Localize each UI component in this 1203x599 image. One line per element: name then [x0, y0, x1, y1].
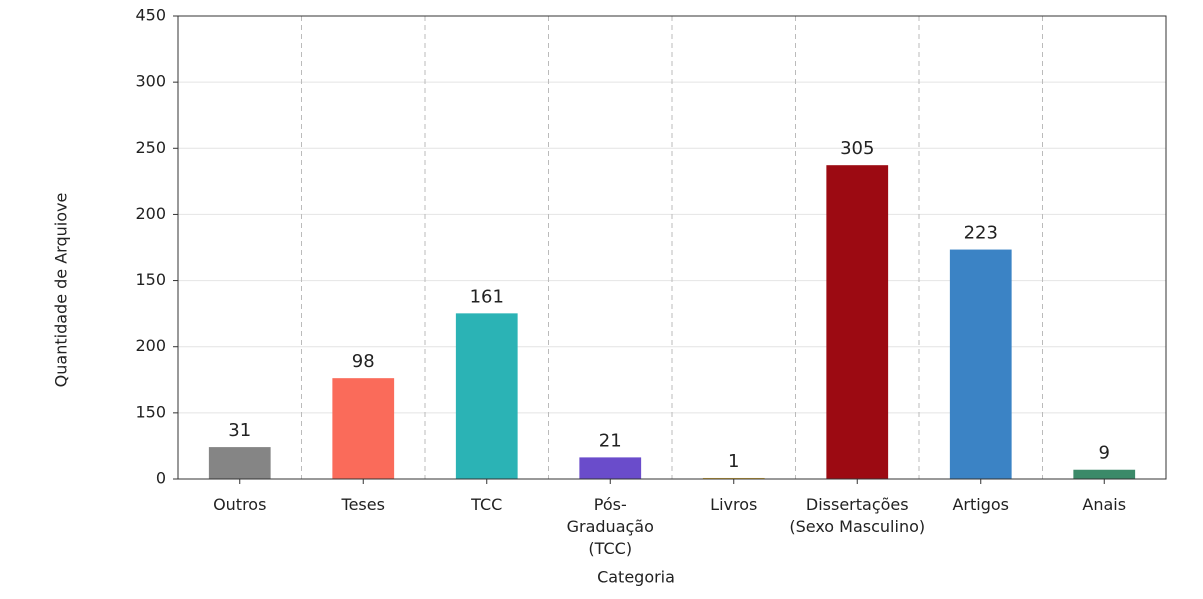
x-tick-label: TCC: [470, 495, 502, 514]
x-tick-label: Anais: [1082, 495, 1126, 514]
value-label: 223: [964, 223, 998, 244]
value-label: 98: [352, 351, 375, 372]
y-tick-label: 200: [135, 336, 166, 355]
y-tick-label: 300: [135, 72, 166, 91]
x-tick-label: Artigos: [952, 495, 1009, 514]
y-axis-label: Quantidade de Arquiove: [52, 193, 71, 388]
value-label: 21: [599, 430, 622, 451]
bar: [579, 457, 642, 479]
value-label: 305: [840, 138, 874, 159]
y-tick-label: 150: [135, 402, 166, 421]
x-tick-label: Outros: [213, 495, 266, 514]
y-tick-label: 200: [135, 204, 166, 223]
value-label: 31: [228, 420, 251, 441]
bar: [455, 313, 518, 479]
bar: [1073, 469, 1136, 479]
value-label: 9: [1099, 443, 1110, 464]
bar: [949, 249, 1012, 479]
x-axis-label: Categoria: [597, 568, 675, 587]
x-tick-label: Dissertações (Sexo Masculino): [789, 495, 925, 536]
plot-frame: [177, 15, 1167, 480]
y-tick-label: 250: [135, 138, 166, 157]
y-tick-label: 450: [135, 6, 166, 25]
bar: [702, 477, 765, 479]
value-label: 161: [470, 286, 504, 307]
y-tick-label: 0: [156, 469, 166, 488]
bar: [332, 378, 395, 479]
value-label: 1: [728, 451, 739, 472]
bar: [826, 165, 889, 479]
x-tick-label: Pós-Graduação (TCC): [567, 495, 654, 558]
bar: [208, 447, 271, 479]
x-tick-label: Teses: [341, 495, 385, 514]
x-tick-label: Livros: [710, 495, 757, 514]
y-tick-label: 150: [135, 270, 166, 289]
